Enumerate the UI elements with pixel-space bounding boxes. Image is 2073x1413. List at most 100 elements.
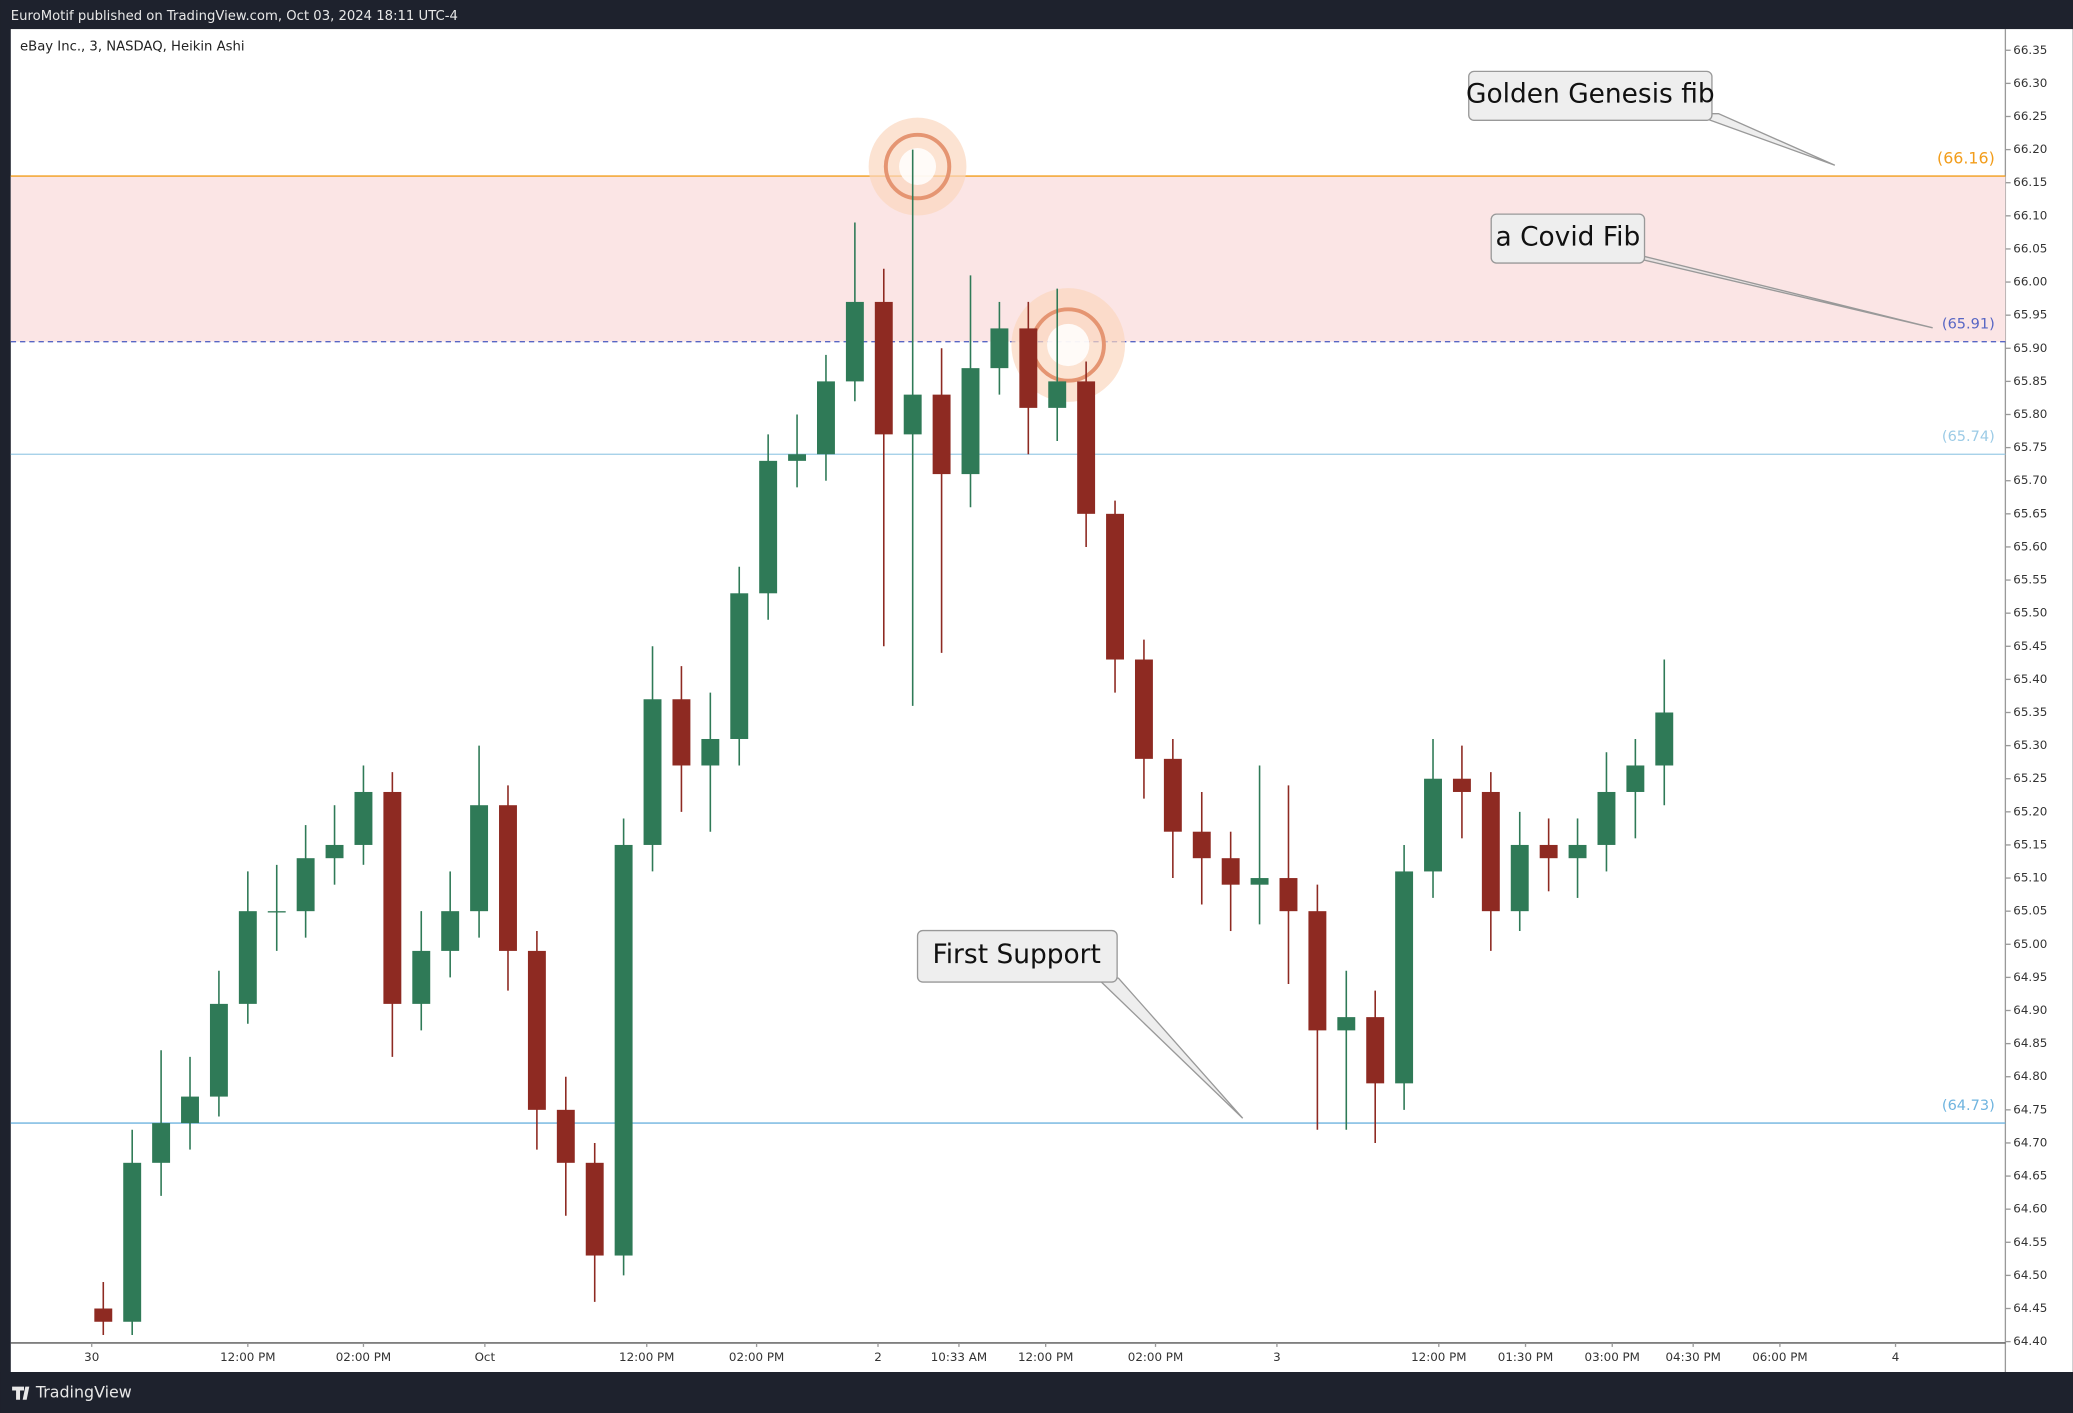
- candle-body: [990, 328, 1009, 369]
- fib-zone: [10, 176, 2006, 342]
- candle-body: [556, 1109, 575, 1163]
- candle-layer: [94, 149, 1674, 1335]
- y-tick-label: 64.55: [2013, 1235, 2047, 1249]
- y-tick-label: 64.50: [2013, 1268, 2047, 1282]
- y-tick-label: 66.20: [2013, 142, 2047, 156]
- candle-body: [1655, 712, 1674, 766]
- candle-body: [845, 301, 864, 382]
- candle-body: [441, 911, 460, 951]
- candle-body: [1134, 659, 1153, 759]
- candle-body: [94, 1308, 113, 1322]
- candle-body: [1597, 791, 1616, 845]
- y-tick-label: 66.30: [2013, 76, 2047, 90]
- callout-box: [1468, 70, 1713, 121]
- y-tick-label: 66.10: [2013, 208, 2047, 222]
- candle-body: [1568, 844, 1587, 859]
- x-tick-label: 01:30 PM: [1498, 1350, 1553, 1364]
- y-tick-label: 65.45: [2013, 639, 2047, 653]
- level-label: (66.16): [1937, 148, 1995, 167]
- candle-body: [1048, 381, 1067, 408]
- y-tick-label: 66.00: [2013, 275, 2047, 289]
- candle-body: [903, 394, 922, 435]
- callout-text: a Covid Fib: [1495, 221, 1640, 252]
- y-tick-label: 65.35: [2013, 705, 2047, 719]
- x-tick-label: 12:00 PM: [220, 1350, 275, 1364]
- candle-body: [1192, 831, 1211, 859]
- candle-body: [499, 805, 517, 951]
- candle-body: [1250, 878, 1269, 885]
- x-tick-label: 02:00 PM: [1128, 1350, 1183, 1364]
- callout-box: [916, 929, 1118, 983]
- y-tick-label: 64.60: [2013, 1202, 2047, 1216]
- candle-body: [759, 460, 778, 594]
- candle-body: [1077, 381, 1096, 514]
- candle-body: [1510, 844, 1529, 912]
- candle-body: [701, 738, 720, 766]
- candle-body: [296, 858, 315, 912]
- candle-body: [1308, 911, 1327, 1031]
- candle-body: [354, 791, 373, 845]
- candle-body: [874, 301, 893, 435]
- highlights: [868, 117, 1126, 402]
- candle-body: [181, 1096, 199, 1124]
- candle-body: [470, 805, 489, 912]
- symbol-title: eBay Inc., 3, NASDAQ, Heikin Ashi: [20, 39, 245, 54]
- x-tick-label: 3: [1273, 1350, 1281, 1364]
- candle-body: [1626, 765, 1645, 792]
- y-tick-label: 66.05: [2013, 241, 2047, 255]
- x-tick-label: 12:00 PM: [1411, 1350, 1466, 1364]
- y-tick-label: 64.85: [2013, 1036, 2047, 1050]
- candle-body: [1337, 1017, 1356, 1031]
- level-label: (64.73): [1942, 1098, 1995, 1114]
- y-tick-label: 64.40: [2013, 1334, 2047, 1348]
- level-layer: (66.16) (65.91) (65.74) (64.73): [10, 148, 2006, 1124]
- y-tick-label: 65.40: [2013, 672, 2047, 686]
- footer-bar: [0, 1372, 2073, 1413]
- candle-body: [383, 791, 402, 1004]
- x-tick-label: 02:00 PM: [729, 1350, 784, 1364]
- candle-body: [209, 1003, 228, 1097]
- y-tick-label: 65.70: [2013, 473, 2047, 487]
- y-tick-label: 65.60: [2013, 539, 2047, 553]
- y-tick-label: 65.55: [2013, 573, 2047, 587]
- candle-body: [1106, 513, 1124, 660]
- y-tick-label: 66.25: [2013, 109, 2047, 123]
- y-tick-label: 64.65: [2013, 1169, 2047, 1183]
- axes: 66.35 66.30 66.25 66.20 66.15 66.10 66.05 66.00…: [84, 43, 2047, 1364]
- candle-body: [1366, 1017, 1385, 1084]
- y-tick-label: 65.75: [2013, 440, 2047, 454]
- y-tick-label: 64.80: [2013, 1069, 2047, 1083]
- y-tick-label: 66.15: [2013, 175, 2047, 189]
- y-tick-label: 65.00: [2013, 937, 2047, 951]
- candle-body: [527, 950, 546, 1110]
- x-tick-label: 30: [84, 1350, 99, 1364]
- y-tick-label: 65.80: [2013, 407, 2047, 421]
- y-tick-label: 64.95: [2013, 970, 2047, 984]
- callouts: Golden Genesis fib a Covid Fib First Sup…: [916, 70, 1933, 1119]
- footer-brand[interactable]: TradingView: [35, 1383, 132, 1402]
- candle-body: [1163, 758, 1182, 832]
- candle-body: [932, 394, 951, 475]
- callout-text: Golden Genesis fib: [1466, 79, 1715, 110]
- x-tick-label: Oct: [475, 1350, 496, 1364]
- candle-body: [1452, 778, 1471, 792]
- candle-body: [412, 950, 431, 1004]
- candle-body: [238, 911, 257, 1004]
- y-tick-label: 65.05: [2013, 904, 2047, 918]
- x-tick-label: 06:00 PM: [1752, 1350, 1807, 1364]
- candle-body: [325, 844, 344, 859]
- highlight-ring: [883, 132, 952, 201]
- level-label: (65.74): [1942, 429, 1995, 445]
- candle-body: [152, 1123, 171, 1163]
- candle-body: [1481, 791, 1500, 912]
- candle-body: [817, 381, 835, 455]
- y-tick-label: 65.90: [2013, 341, 2047, 355]
- y-tick-label: 65.95: [2013, 308, 2047, 322]
- candle-body: [267, 911, 286, 913]
- y-tick-label: 65.30: [2013, 738, 2047, 752]
- candle-body: [1395, 871, 1414, 1084]
- y-tick-label: 65.25: [2013, 771, 2047, 785]
- x-tick-label: 10:33 AM: [931, 1350, 987, 1364]
- x-tick-label: 04:30 PM: [1665, 1350, 1720, 1364]
